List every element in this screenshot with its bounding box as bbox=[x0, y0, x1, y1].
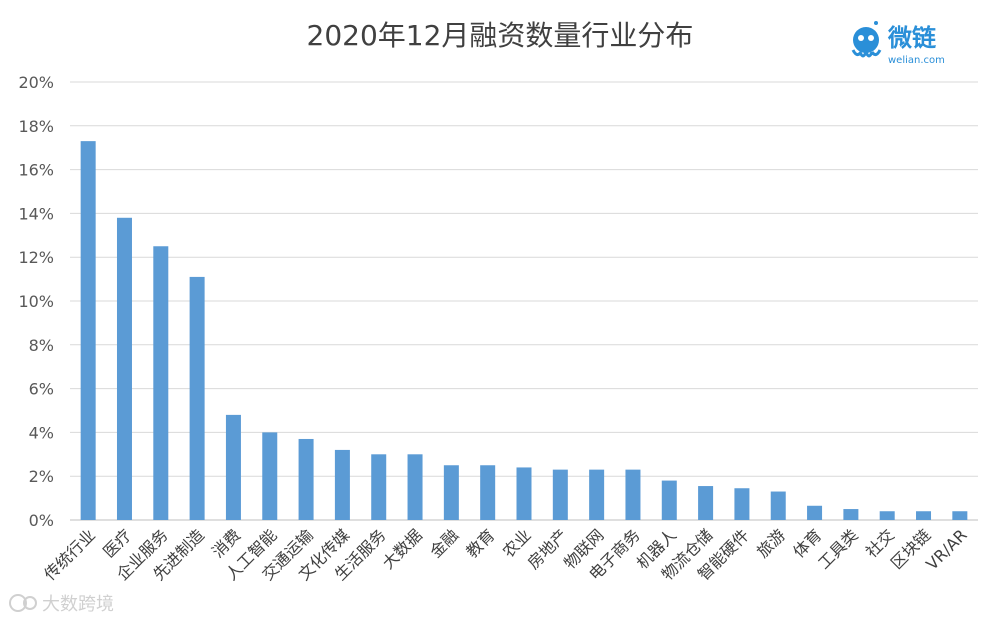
octopus-icon bbox=[851, 21, 882, 58]
bar bbox=[371, 454, 387, 520]
bar bbox=[334, 449, 350, 520]
bar bbox=[552, 469, 568, 520]
watermark: 大数跨境 bbox=[9, 594, 114, 615]
bar bbox=[298, 438, 314, 520]
bar bbox=[698, 486, 714, 520]
y-tick-label: 8% bbox=[29, 336, 54, 355]
y-tick-label: 16% bbox=[18, 161, 54, 180]
bars bbox=[80, 141, 968, 520]
bar bbox=[116, 217, 132, 520]
bar bbox=[262, 432, 278, 520]
chart-title: 2020年12月融资数量行业分布 bbox=[307, 19, 694, 52]
bar bbox=[807, 505, 823, 520]
bar bbox=[916, 511, 932, 520]
bar bbox=[843, 509, 859, 520]
watermark-text: 大数跨境 bbox=[42, 594, 114, 615]
bar bbox=[189, 276, 205, 520]
bar bbox=[443, 465, 459, 520]
y-tick-label: 14% bbox=[18, 204, 54, 223]
gridlines bbox=[70, 81, 978, 521]
bar bbox=[952, 511, 968, 520]
y-axis-ticks: 0% 2% 4% 6% 8% 10% 12% 14% 16% 18% 20% bbox=[18, 73, 54, 530]
y-tick-label: 18% bbox=[18, 117, 54, 136]
bar bbox=[734, 488, 750, 520]
bar bbox=[225, 414, 241, 520]
bar bbox=[407, 454, 423, 520]
bar bbox=[153, 246, 169, 520]
y-tick-label: 2% bbox=[29, 467, 54, 486]
bar bbox=[480, 465, 496, 520]
welian-logo: 微链 welian.com bbox=[851, 21, 945, 66]
bar bbox=[625, 469, 641, 520]
y-tick-label: 4% bbox=[29, 423, 54, 442]
bar bbox=[770, 491, 786, 520]
logo-url: welian.com bbox=[888, 55, 945, 66]
bar bbox=[589, 469, 605, 520]
y-tick-label: 0% bbox=[29, 511, 54, 530]
y-tick-label: 6% bbox=[29, 380, 54, 399]
y-tick-label: 12% bbox=[18, 248, 54, 267]
bar bbox=[80, 141, 96, 520]
bar bbox=[516, 467, 532, 520]
bar bbox=[879, 511, 895, 520]
y-tick-label: 20% bbox=[18, 73, 54, 92]
y-tick-label: 10% bbox=[18, 292, 54, 311]
watermark-icon bbox=[9, 594, 37, 612]
bar bbox=[661, 480, 677, 520]
logo-name: 微链 bbox=[887, 24, 937, 52]
